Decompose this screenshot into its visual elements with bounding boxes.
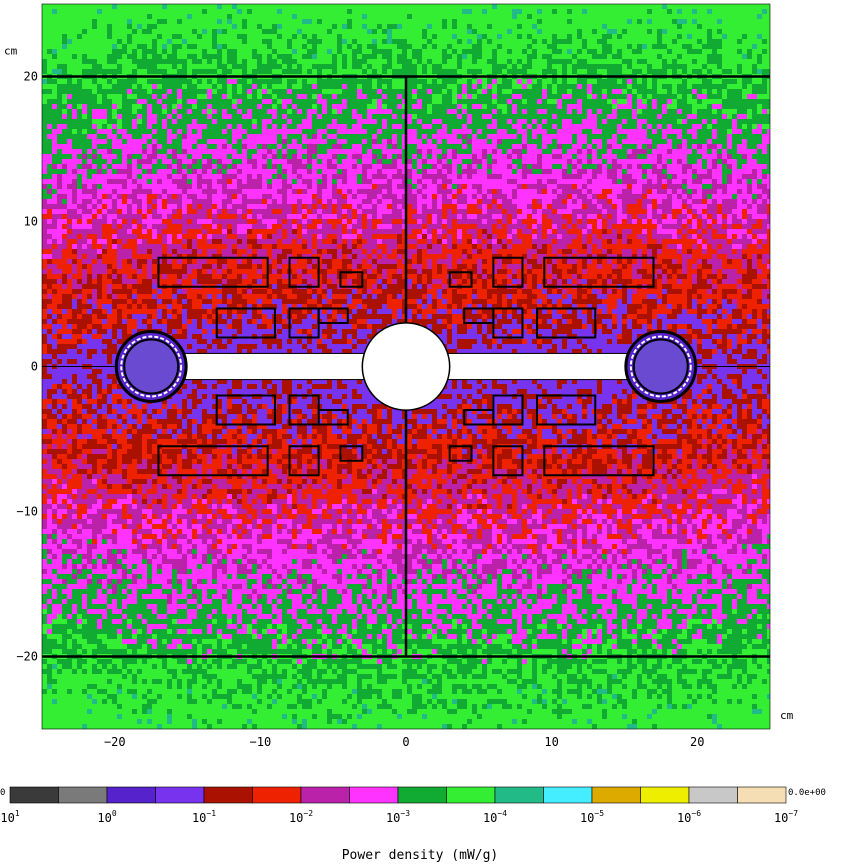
structure-rect: [288, 445, 320, 477]
x-tick-label: 20: [690, 735, 704, 749]
structure-rect: [157, 256, 269, 288]
colorbar-swatch: [591, 786, 641, 804]
end-ring: [624, 330, 698, 403]
colorbar-swatch: [688, 786, 738, 804]
colorbar-swatch: [300, 786, 350, 804]
colorbar-tick-label: 101: [0, 809, 19, 825]
colorbar-swatch: [252, 786, 302, 804]
colorbar-tick-label: 10−7: [774, 809, 798, 825]
colorbar-swatch: [9, 786, 59, 804]
structure-rect: [536, 307, 597, 339]
y-tick-label: −20: [16, 650, 38, 664]
plot-frame: [41, 3, 771, 730]
x-tick-label: −10: [250, 735, 272, 749]
colorbar-tick-label: 10−5: [580, 809, 604, 825]
colorbar-tick-label: 10−2: [289, 809, 313, 825]
colorbar-ticks: 101 100 10−1 10−2 10−3 10−4 10−5 10−6 10−7: [0, 809, 798, 825]
colorbar-swatch: [203, 786, 253, 804]
structure-rect: [339, 271, 364, 288]
y-tick-label: −10: [16, 505, 38, 519]
colorbar: [9, 786, 787, 804]
structure-rect: [317, 307, 349, 324]
colorbar-swatch: [349, 786, 399, 804]
structure-rect: [448, 271, 473, 288]
x-unit-label: cm: [780, 709, 794, 722]
structure-rect: [543, 445, 655, 477]
y-tick-label: 20: [24, 70, 38, 84]
colorbar-tick-label: 10−6: [677, 809, 701, 825]
colorbar-tick-label: 100: [97, 809, 116, 825]
colorbar-swatch: [58, 786, 108, 804]
structure-rect: [463, 409, 495, 426]
structure-rect: [157, 445, 269, 477]
colorbar-swatch: [640, 786, 690, 804]
colorbar-swatch: [494, 786, 544, 804]
y-tick-label: 10: [24, 215, 38, 229]
colorbar-swatch: [155, 786, 205, 804]
structure-rect: [215, 394, 276, 426]
x-tick-label: −20: [104, 735, 126, 749]
structure-rect: [463, 307, 495, 324]
x-axis-ticks: −20 −10 0 10 20: [104, 735, 704, 749]
colorbar-left-end-label: 0: [0, 788, 5, 798]
colorbar-tick-label: 10−4: [483, 809, 507, 825]
colorbar-tick-label: 10−3: [386, 809, 410, 825]
structure-rect: [339, 445, 364, 462]
y-unit-label: cm: [4, 45, 18, 58]
structure-rect: [492, 445, 524, 477]
structure-rect: [288, 256, 320, 288]
end-ring: [114, 330, 188, 403]
structure-rect: [536, 394, 597, 426]
colorbar-swatch: [446, 786, 496, 804]
colorbar-right-end-label: 0.0e+00: [788, 788, 826, 798]
structure-outlines: [114, 256, 698, 477]
x-tick-label: 10: [544, 735, 558, 749]
y-tick-label: 0: [31, 360, 38, 374]
structure-rect: [317, 409, 349, 426]
colorbar-title: Power density (mW/g): [342, 848, 499, 863]
structure-rect: [492, 256, 524, 288]
y-axis-ticks: −20 −10 0 10 20: [16, 70, 38, 664]
structure-rect: [215, 307, 276, 339]
colorbar-swatch: [397, 786, 447, 804]
colorbar-swatch: [543, 786, 593, 804]
colorbar-tick-label: 10−1: [192, 809, 216, 825]
colorbar-swatch: [106, 786, 156, 804]
central-disc: [361, 322, 451, 411]
colorbar-swatch: [737, 786, 787, 804]
structure-rect: [543, 256, 655, 288]
structure-rect: [448, 445, 473, 462]
x-tick-label: 0: [402, 735, 409, 749]
